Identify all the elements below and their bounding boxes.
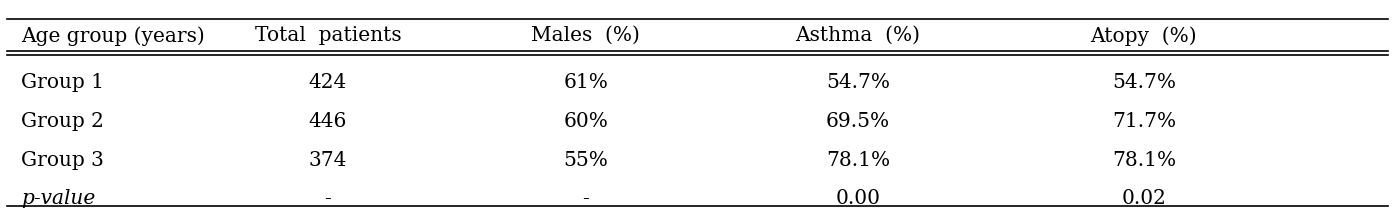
Text: 0.00: 0.00	[836, 189, 880, 208]
Text: Group 1: Group 1	[21, 74, 103, 92]
Text: p-value: p-value	[21, 189, 95, 208]
Text: 69.5%: 69.5%	[826, 112, 890, 131]
Text: 446: 446	[308, 112, 347, 131]
Text: -: -	[325, 189, 331, 208]
Text: 424: 424	[308, 74, 347, 92]
Text: 60%: 60%	[564, 112, 608, 131]
Text: 54.7%: 54.7%	[1112, 74, 1176, 92]
Text: Group 2: Group 2	[21, 112, 103, 131]
Text: Total  patients: Total patients	[254, 26, 402, 45]
Text: 61%: 61%	[564, 74, 608, 92]
Text: Asthma  (%): Asthma (%)	[795, 26, 921, 45]
Text: Atopy  (%): Atopy (%)	[1091, 26, 1197, 46]
Text: 55%: 55%	[564, 151, 608, 170]
Text: 78.1%: 78.1%	[1112, 151, 1176, 170]
Text: Age group (years): Age group (years)	[21, 26, 205, 46]
Text: Males  (%): Males (%)	[531, 26, 640, 45]
Text: Group 3: Group 3	[21, 151, 103, 170]
Text: 374: 374	[308, 151, 347, 170]
Text: 71.7%: 71.7%	[1112, 112, 1176, 131]
Text: 78.1%: 78.1%	[826, 151, 890, 170]
Text: 54.7%: 54.7%	[826, 74, 890, 92]
Text: 0.02: 0.02	[1122, 189, 1166, 208]
Text: -: -	[583, 189, 589, 208]
